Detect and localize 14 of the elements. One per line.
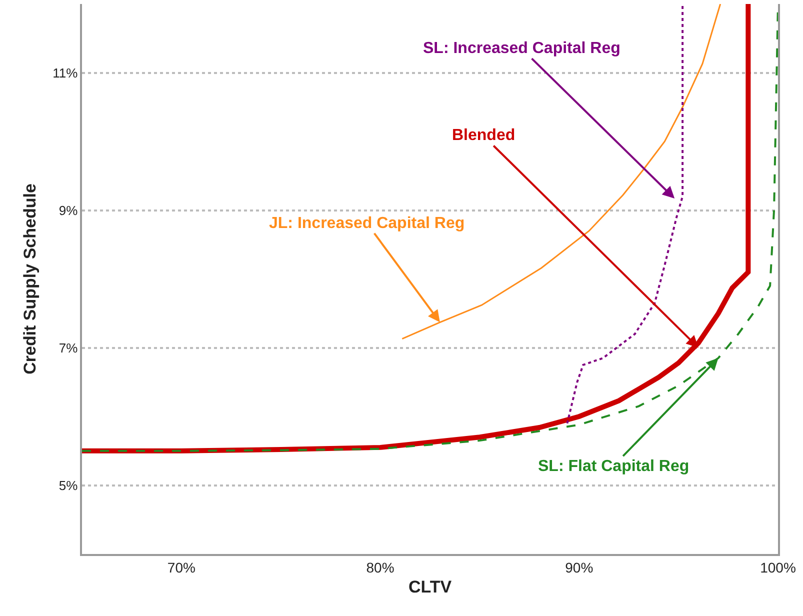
y-tick-label: 9% xyxy=(58,202,78,218)
x-tick-label: 80% xyxy=(366,560,394,576)
x-tick-label: 70% xyxy=(167,560,196,576)
x-tick-label: 90% xyxy=(565,560,594,576)
annotation: SL: Increased Capital Reg xyxy=(423,40,620,57)
annotation: Blended xyxy=(452,127,516,144)
y-tick-label: 7% xyxy=(58,340,78,356)
x-axis-title: CLTV xyxy=(408,577,452,596)
annotation: SL: Flat Capital Reg xyxy=(538,458,690,475)
y-axis-title: Credit Supply Schedule xyxy=(20,184,40,374)
annotation: JL: Increased Capital Reg xyxy=(269,215,465,232)
y-tick-label: 5% xyxy=(58,478,78,493)
y-tick-label: 11% xyxy=(52,65,78,80)
x-tick-label: 100% xyxy=(760,560,796,576)
